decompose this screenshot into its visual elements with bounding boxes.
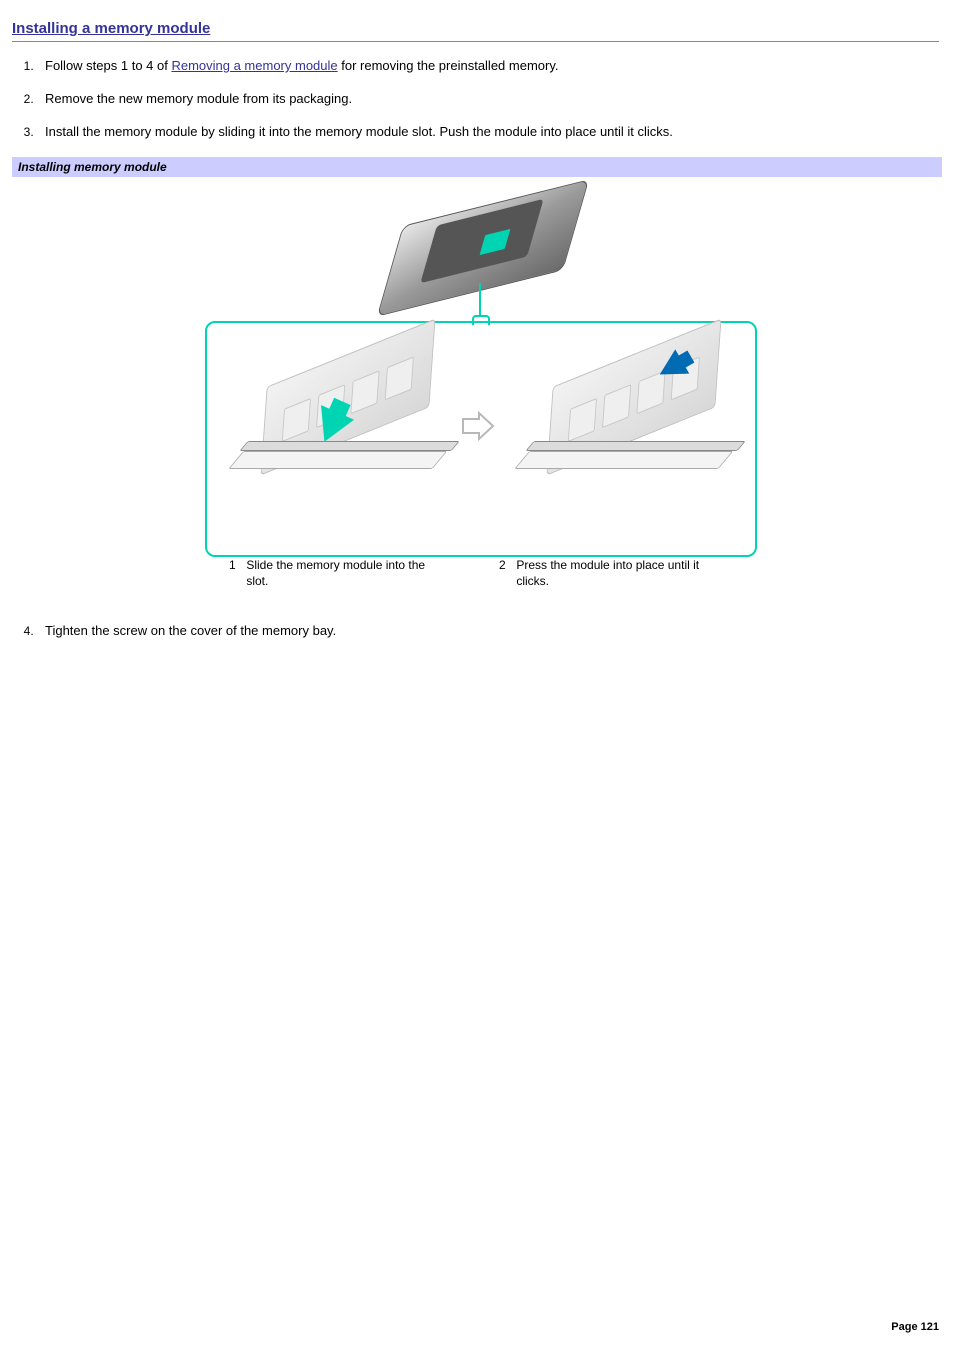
module-press-diagram: [507, 351, 737, 501]
figure-caption-row: 1 Slide the memory module into the slot.…: [187, 557, 767, 589]
step-1-suffix: for removing the preinstalled memory.: [338, 58, 559, 73]
step-1-prefix: Follow steps 1 to 4 of: [45, 58, 171, 73]
removing-module-link[interactable]: Removing a memory module: [171, 58, 337, 73]
caption-2-text: Press the module into place until it cli…: [516, 557, 724, 589]
step-2: Remove the new memory module from its pa…: [37, 91, 939, 106]
figure-caption-2: 2 Press the module into place until it c…: [499, 557, 729, 589]
document-page: Installing a memory module Follow steps …: [0, 0, 954, 1351]
figure-illustration: 1 Slide the memory module into the slot.…: [187, 181, 767, 601]
steps-list-continued: Tighten the screw on the cover of the me…: [37, 623, 939, 638]
figure-caption-1: 1 Slide the memory module into the slot.: [229, 557, 459, 589]
laptop-underside-icon: [387, 187, 577, 297]
section-heading: Installing a memory module: [12, 20, 939, 42]
caption-1-number: 1: [229, 557, 243, 573]
step-4: Tighten the screw on the cover of the me…: [37, 623, 939, 638]
caption-2-number: 2: [499, 557, 513, 573]
figure-container: Installing memory module: [12, 157, 942, 601]
step-3: Install the memory module by sliding it …: [37, 124, 939, 139]
steps-list: Follow steps 1 to 4 of Removing a memory…: [37, 58, 939, 139]
figure-title-bar: Installing memory module: [12, 157, 942, 177]
page-number: Page 121: [891, 1321, 939, 1333]
step-1: Follow steps 1 to 4 of Removing a memory…: [37, 58, 939, 73]
sequence-arrow-icon: [461, 409, 495, 443]
module-slide-diagram: [221, 351, 451, 501]
caption-1-text: Slide the memory module into the slot.: [246, 557, 446, 589]
